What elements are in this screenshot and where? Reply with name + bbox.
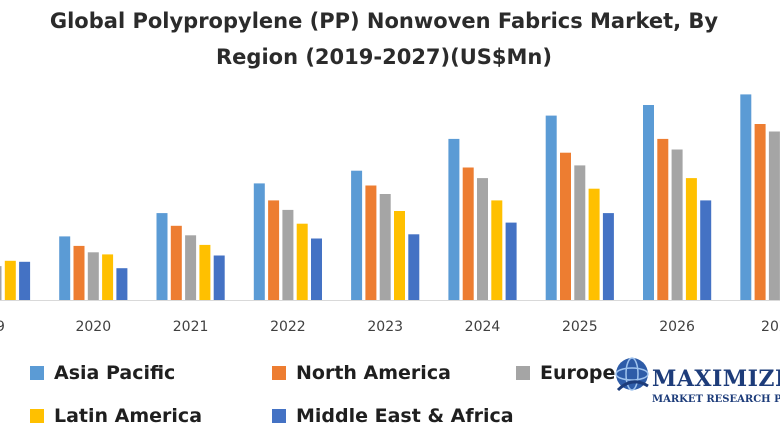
bar-2024-middle-east-africa xyxy=(505,222,517,300)
legend-swatch xyxy=(272,409,286,423)
legend-label: North America xyxy=(296,362,451,384)
bar-group xyxy=(0,94,780,301)
legend-swatch xyxy=(30,409,44,423)
bar-2025-asia-pacific xyxy=(545,115,557,300)
bar-2025-north-america xyxy=(560,152,571,300)
bar-2024-north-america xyxy=(462,167,474,300)
bar-2020-asia-pacific xyxy=(59,236,71,300)
legend-item-north-america: North America xyxy=(272,362,451,384)
bar-2021-asia-pacific xyxy=(156,213,168,300)
x-tick-label: 19 xyxy=(0,319,5,335)
bar-2025-middle-east-africa xyxy=(602,213,614,300)
bar-2023-asia-pacific xyxy=(351,170,363,300)
bar-2020-north-america xyxy=(73,245,85,300)
x-tick-label: 2023 xyxy=(367,319,403,335)
legend-item-middle-east-africa: Middle East & Africa xyxy=(272,405,514,427)
bar-2027-asia-pacific xyxy=(740,94,752,301)
bar-2020-middle-east-africa xyxy=(116,268,128,300)
x-tick-label: 2020 xyxy=(75,319,111,335)
bar-2020-europe xyxy=(87,252,99,300)
bar-2021-europe xyxy=(185,235,197,300)
legend-item-asia-pacific: Asia Pacific xyxy=(30,362,175,384)
bar-2022-europe xyxy=(282,209,294,300)
legend-label: Latin America xyxy=(54,405,203,427)
legend-label: Middle East & Africa xyxy=(296,405,514,427)
bar-2022-north-america xyxy=(268,200,280,300)
bar-2023-middle-east-africa xyxy=(408,234,420,300)
bar-2026-north-america xyxy=(657,138,669,300)
bar-2024-europe xyxy=(477,178,488,300)
x-tick-label: 2026 xyxy=(659,319,695,335)
bar-2019-europe xyxy=(0,266,2,300)
legend-item-latin-america: Latin America xyxy=(30,405,202,427)
bar-2021-middle-east-africa xyxy=(213,255,225,300)
bar-2027-north-america xyxy=(754,124,766,300)
bar-2027-europe xyxy=(768,131,780,300)
maximize-logo: MAXIMIZE MARKET RESEARCH PV xyxy=(614,346,780,440)
legend-label: Europe xyxy=(540,362,616,384)
x-tick-label: 2025 xyxy=(562,319,598,335)
bar-2023-europe xyxy=(379,194,391,300)
x-tick-label: 202 xyxy=(761,319,780,335)
bar-2019-middle-east-africa xyxy=(19,261,31,300)
x-tick-label: 2024 xyxy=(465,319,501,335)
legend-label: Asia Pacific xyxy=(54,362,176,384)
bar-2026-middle-east-africa xyxy=(700,200,712,300)
bar-2019-latin-america xyxy=(4,260,16,300)
x-tick-label: 2022 xyxy=(270,319,306,335)
legend-swatch xyxy=(272,366,286,380)
chart-title-line-1: Global Polypropylene (PP) Nonwoven Fabri… xyxy=(49,9,719,33)
bar-2022-asia-pacific xyxy=(253,183,265,300)
x-tick-labels: 19 2020 2021 2022 2023 2024 2025 2026 202 xyxy=(0,319,780,335)
bar-2026-asia-pacific xyxy=(643,105,654,300)
bar-2021-latin-america xyxy=(199,244,211,300)
bar-2025-europe xyxy=(574,165,586,300)
globe-icon xyxy=(615,357,649,392)
bar-2023-latin-america xyxy=(394,211,405,300)
x-tick-label: 2021 xyxy=(173,319,209,335)
logo-wordmark: MAXIMIZE xyxy=(652,366,780,392)
bar-2026-latin-america xyxy=(685,178,697,300)
legend-item-europe: Europe xyxy=(516,362,615,384)
bar-2024-asia-pacific xyxy=(448,138,460,300)
bar-2023-north-america xyxy=(365,185,377,300)
bar-2022-latin-america xyxy=(296,223,308,300)
bar-2020-latin-america xyxy=(102,254,114,300)
bar-2026-europe xyxy=(671,149,683,300)
legend-swatch xyxy=(30,366,44,380)
logo-subtext: MARKET RESEARCH PV xyxy=(652,394,780,405)
legend-swatch xyxy=(516,366,530,380)
chart-title-line-2: Region (2019-2027)(US$Mn) xyxy=(216,45,552,69)
bar-2024-latin-america xyxy=(491,200,503,300)
bar-2022-middle-east-africa xyxy=(311,238,322,300)
bar-2025-latin-america xyxy=(588,188,600,300)
bar-2021-north-america xyxy=(170,225,182,300)
